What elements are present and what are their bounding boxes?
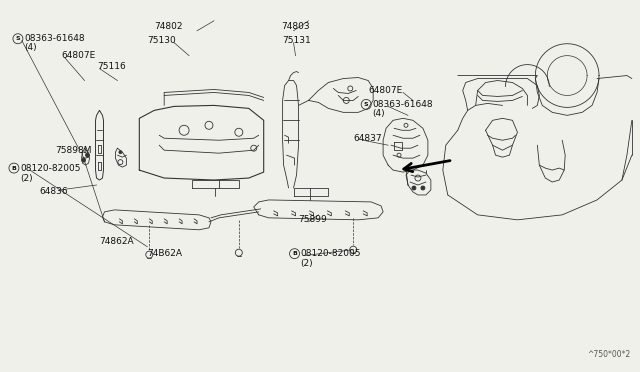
Text: 64807E: 64807E [368,86,403,95]
Text: 74B62A: 74B62A [147,249,182,258]
Circle shape [421,186,425,190]
Text: 75898M: 75898M [55,146,92,155]
Text: ^750*00*2: ^750*00*2 [587,350,630,359]
Text: 08363-61648: 08363-61648 [24,34,84,43]
Text: 74803: 74803 [282,22,310,31]
Text: 64836: 64836 [40,187,68,196]
Text: (4): (4) [372,109,385,118]
Text: (2): (2) [20,174,33,183]
Text: 75899: 75899 [298,215,327,224]
Text: 64837: 64837 [353,134,382,143]
Text: 74862A: 74862A [99,237,134,246]
Text: S: S [364,102,369,107]
Text: S: S [15,36,20,41]
Circle shape [119,151,122,154]
Text: 08363-61648: 08363-61648 [372,100,433,109]
Text: B: B [12,166,17,171]
Text: 08120-82005: 08120-82005 [20,164,81,173]
Text: B: B [292,251,297,256]
Text: 75130: 75130 [147,36,176,45]
Text: 75131: 75131 [283,36,311,45]
Circle shape [86,153,90,157]
Text: (2): (2) [301,259,313,268]
Circle shape [81,158,86,162]
Text: 75116: 75116 [97,62,126,71]
Text: 74802: 74802 [154,22,183,31]
Text: 08120-82005: 08120-82005 [301,249,361,258]
Text: 64807E: 64807E [61,51,96,60]
Text: (4): (4) [24,43,36,52]
Circle shape [412,186,416,190]
